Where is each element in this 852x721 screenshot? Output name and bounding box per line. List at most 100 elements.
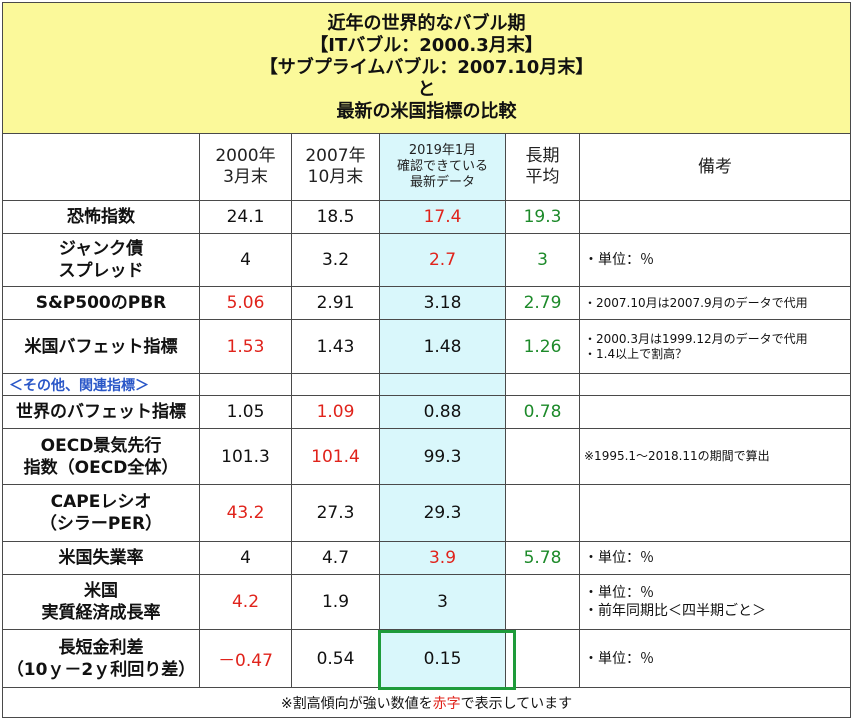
header-2000-line1: 2000年	[215, 146, 276, 166]
header-2007: 2007年 10月末	[291, 133, 380, 201]
row-label-line: 米国バフェット指標	[24, 336, 178, 357]
table-row: 米国 実質経済成長率 4.2 1.9 3 ・単位：％ ・前年同期比＜四半期ごと＞	[2, 574, 852, 630]
row-notes: ・単位：％	[578, 629, 852, 688]
row-notes	[578, 200, 852, 234]
header-2000-line2: 3月末	[223, 167, 268, 187]
row-notes: ・2000.3月は1999.12月のデータで代用 ・1.4以上で割高？	[578, 319, 852, 374]
row-label-line: 米国失業率	[58, 548, 144, 568]
row-label-line: 指数（OECD全体）	[23, 457, 179, 478]
row-label: 恐怖指数	[2, 200, 200, 234]
value-2000: 24.1	[199, 200, 292, 234]
header-row: 2000年 3月末 2007年 10月末 2019年1月 確認できている 最新デ…	[2, 133, 852, 201]
value-average	[505, 428, 580, 485]
row-label: CAPEレシオ （シラーPER）	[2, 484, 200, 542]
value-average	[505, 629, 580, 688]
row-label-line: 米国	[84, 581, 118, 601]
footer-row: ※割高傾向が強い数値を赤字で表示しています	[1, 687, 852, 718]
value-2000: －0.47	[199, 629, 292, 688]
header-notes: 備考	[578, 133, 852, 201]
row-label-line: （10ｙ－2ｙ利回り差）	[6, 659, 196, 680]
title-block: 近年の世界的なバブル期 【ITバブル：2000.3月末】 【サブプライムバブル：…	[1, 2, 852, 134]
row-notes	[578, 395, 852, 429]
header-latest-line2: 確認できている	[396, 159, 488, 174]
header-2000: 2000年 3月末	[199, 133, 292, 201]
value-2000: 1.53	[199, 319, 292, 374]
value-latest: 3	[379, 574, 506, 630]
value-average: 1.26	[505, 319, 580, 374]
value-average: 3	[505, 233, 580, 287]
value-2007: 18.5	[291, 200, 380, 234]
footer-note: ※割高傾向が強い数値を赤字で表示しています	[1, 687, 852, 718]
row-label: 米国 実質経済成長率	[2, 574, 200, 630]
value-average: 19.3	[505, 200, 580, 234]
note-line: ・2000.3月は1999.12月のデータで代用	[584, 331, 808, 346]
value-2000: 4	[199, 233, 292, 287]
header-blank	[2, 133, 200, 201]
row-label-line: （シラーPER）	[39, 514, 163, 534]
value-2000: 101.3	[199, 428, 292, 485]
value-average	[505, 574, 580, 630]
table-row: CAPEレシオ （シラーPER） 43.2 27.3 29.3	[2, 484, 852, 542]
row-notes: ・単位：％ ・前年同期比＜四半期ごと＞	[578, 574, 852, 630]
row-notes	[578, 484, 852, 542]
title-line-4: と	[417, 79, 436, 100]
note-line: ・単位：％	[584, 650, 654, 667]
table-row: ジャンク債 スプレッド 4 3.2 2.7 3 ・単位：％	[2, 233, 852, 287]
table-row: 米国失業率 4 4.7 3.9 5.78 ・単位：％	[2, 541, 852, 575]
title-line-2: 【ITバブル：2000.3月末】	[310, 35, 543, 56]
value-latest: 2.7	[379, 233, 506, 287]
footer-text-post: で表示しています	[460, 695, 573, 712]
row-label: 世界のバフェット指標	[2, 395, 200, 429]
row-label: 米国バフェット指標	[2, 319, 200, 374]
empty-cell	[578, 373, 852, 396]
value-2000: 5.06	[199, 286, 292, 320]
title-line-5: 最新の米国指標の比較	[336, 101, 517, 122]
table-row: 世界のバフェット指標 1.05 1.09 0.88 0.78	[2, 395, 852, 429]
empty-cell	[199, 373, 292, 396]
row-label: OECD景気先行 指数（OECD全体）	[2, 428, 200, 485]
row-label: 長短金利差 （10ｙ－2ｙ利回り差）	[2, 629, 200, 688]
row-label-line: 実質経済成長率	[41, 603, 161, 623]
row-label: S&P500のPBR	[2, 286, 200, 320]
title-line-1: 近年の世界的なバブル期	[327, 13, 526, 34]
row-label-line: CAPEレシオ	[50, 492, 152, 512]
value-average: 0.78	[505, 395, 580, 429]
note-line: ・2007.10月は2007.9月のデータで代用	[584, 295, 808, 310]
row-label: ジャンク債 スプレッド	[2, 233, 200, 287]
header-2007-line2: 10月末	[307, 167, 364, 187]
row-label-line: 世界のバフェット指標	[16, 402, 186, 422]
header-latest-line1: 2019年1月	[408, 143, 477, 158]
footer-text-pre: ※割高傾向が強い数値を	[280, 695, 433, 712]
header-latest: 2019年1月 確認できている 最新データ	[379, 133, 506, 201]
value-average	[505, 484, 580, 542]
value-latest: 17.4	[379, 200, 506, 234]
value-latest: 1.48	[379, 319, 506, 374]
value-2000: 4.2	[199, 574, 292, 630]
section-row: ＜その他、関連指標＞	[2, 373, 852, 396]
value-latest: 0.15	[379, 629, 506, 688]
title-row: 近年の世界的なバブル期 【ITバブル：2000.3月末】 【サブプライムバブル：…	[1, 2, 852, 134]
value-2000: 1.05	[199, 395, 292, 429]
row-label-line: 長短金利差	[58, 637, 144, 658]
header-avg-line2: 平均	[525, 167, 560, 187]
header-2007-line1: 2007年	[305, 146, 366, 166]
row-notes: ・単位：％	[578, 233, 852, 287]
value-latest: 29.3	[379, 484, 506, 542]
empty-cell	[379, 373, 506, 396]
value-latest: 99.3	[379, 428, 506, 485]
table-row: S&P500のPBR 5.06 2.91 3.18 2.79 ・2007.10月…	[2, 286, 852, 320]
row-label-line: 恐怖指数	[67, 207, 135, 227]
value-2007: 2.91	[291, 286, 380, 320]
header-latest-line3: 最新データ	[409, 175, 475, 190]
footer-text-red: 赤字	[432, 695, 461, 712]
header-avg-line1: 長期	[525, 146, 560, 166]
note-line: ・前年同期比＜四半期ごと＞	[584, 603, 766, 619]
table-row: 長短金利差 （10ｙ－2ｙ利回り差） －0.47 0.54 0.15 ・単位：％	[2, 629, 852, 688]
row-label-line: ジャンク債	[58, 239, 144, 259]
note-line: ・単位：％	[584, 585, 654, 601]
value-2007: 27.3	[291, 484, 380, 542]
value-average: 5.78	[505, 541, 580, 575]
value-latest: 3.18	[379, 286, 506, 320]
